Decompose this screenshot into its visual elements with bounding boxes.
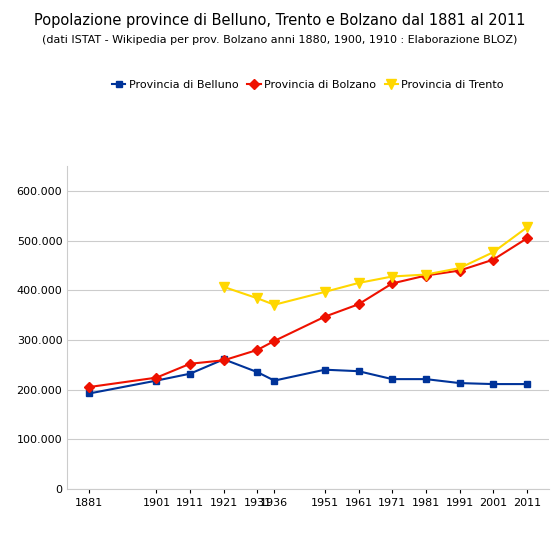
Provincia di Belluno (456, 380, 463, 386)
Provincia di Trento (490, 249, 497, 256)
Provincia di Trento (271, 302, 278, 308)
Provincia di Belluno (321, 366, 328, 373)
Provincia di Belluno (221, 356, 227, 362)
Provincia di Bolzano (321, 314, 328, 320)
Provincia di Bolzano (254, 347, 261, 353)
Provincia di Bolzano (86, 384, 92, 390)
Provincia di Belluno (254, 369, 261, 375)
Provincia di Belluno (490, 381, 497, 387)
Provincia di Bolzano (389, 280, 395, 287)
Legend: Provincia di Belluno, Provincia di Bolzano, Provincia di Trento: Provincia di Belluno, Provincia di Bolza… (108, 75, 508, 95)
Provincia di Belluno (422, 376, 429, 382)
Provincia di Belluno (524, 381, 530, 387)
Provincia di Belluno (271, 378, 278, 384)
Provincia di Trento (422, 271, 429, 278)
Provincia di Belluno (153, 378, 160, 384)
Provincia di Bolzano (422, 272, 429, 279)
Provincia di Bolzano (153, 374, 160, 381)
Provincia di Trento (321, 289, 328, 295)
Provincia di Bolzano (524, 235, 530, 242)
Line: Provincia di Trento: Provincia di Trento (219, 222, 532, 310)
Provincia di Bolzano (187, 360, 194, 367)
Text: Popolazione province di Belluno, Trento e Bolzano dal 1881 al 2011: Popolazione province di Belluno, Trento … (34, 13, 526, 28)
Provincia di Bolzano (456, 267, 463, 274)
Provincia di Trento (389, 273, 395, 280)
Provincia di Bolzano (490, 257, 497, 263)
Provincia di Trento (355, 280, 362, 286)
Provincia di Trento (456, 265, 463, 271)
Provincia di Belluno (86, 390, 92, 397)
Text: (dati ISTAT - Wikipedia per prov. Bolzano anni 1880, 1900, 1910 : Elaborazione B: (dati ISTAT - Wikipedia per prov. Bolzan… (43, 35, 517, 45)
Provincia di Trento (221, 284, 227, 290)
Provincia di Belluno (355, 368, 362, 374)
Provincia di Bolzano (221, 357, 227, 364)
Provincia di Belluno (187, 371, 194, 377)
Provincia di Trento (524, 224, 530, 231)
Provincia di Bolzano (355, 301, 362, 308)
Provincia di Belluno (389, 376, 395, 382)
Line: Provincia di Belluno: Provincia di Belluno (86, 356, 530, 397)
Line: Provincia di Bolzano: Provincia di Bolzano (86, 235, 530, 390)
Provincia di Trento (254, 295, 261, 302)
Provincia di Bolzano (271, 338, 278, 344)
